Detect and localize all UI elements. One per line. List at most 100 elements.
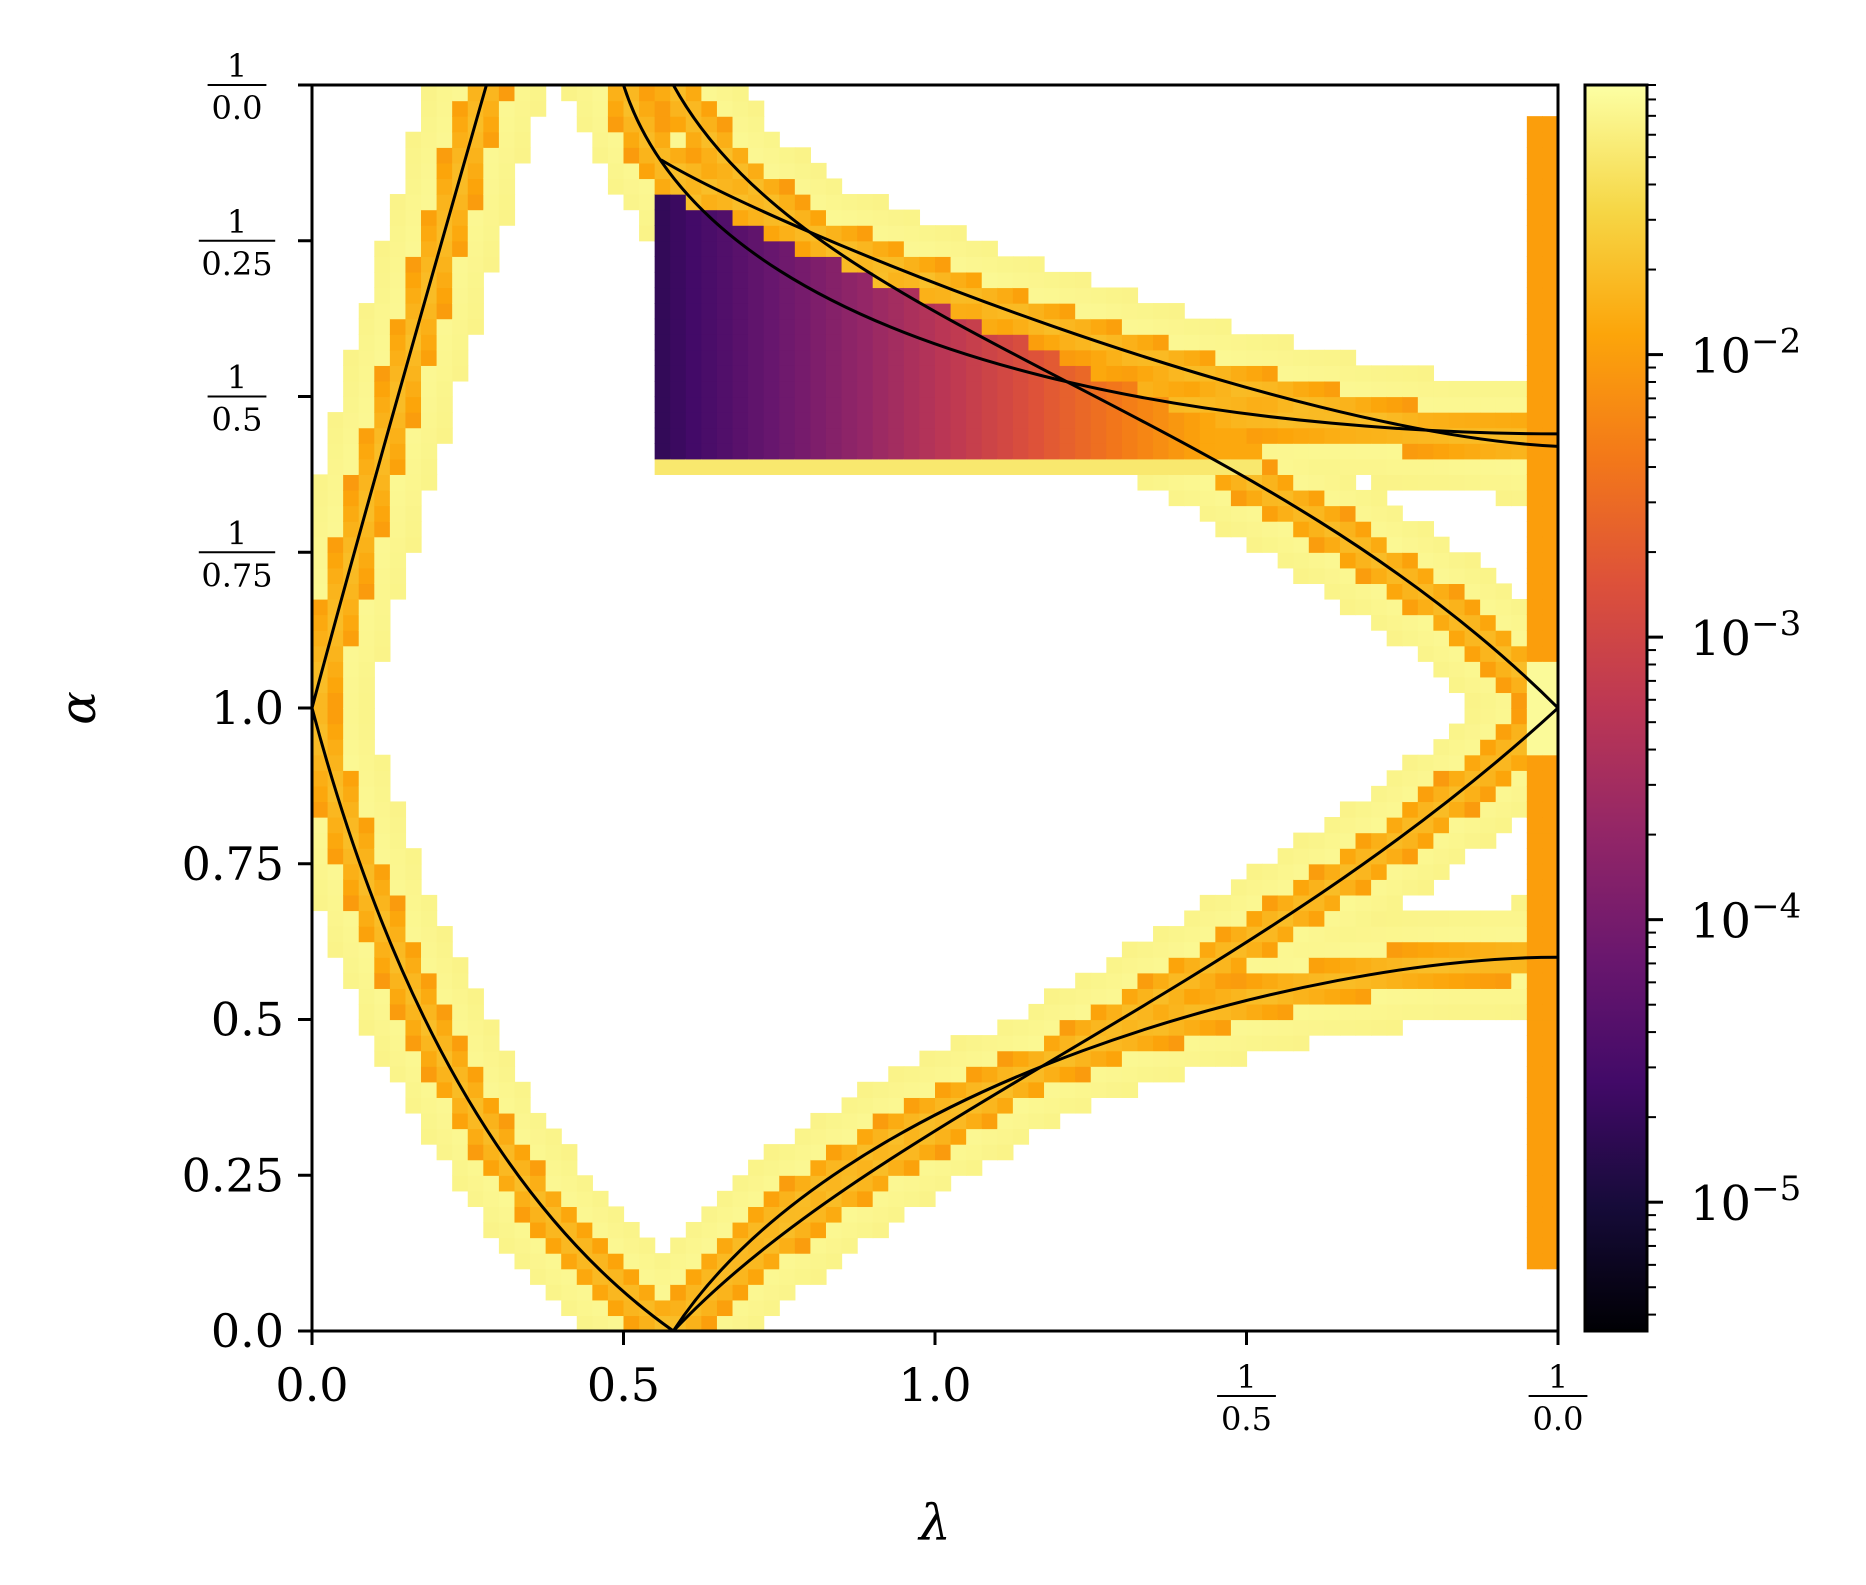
heatmap-cell (716, 287, 734, 304)
heatmap-cell (1448, 412, 1466, 429)
heatmap-cell (1355, 879, 1372, 896)
heatmap-cell (841, 1206, 858, 1223)
heatmap-cell (436, 1003, 453, 1021)
heatmap-cell (888, 334, 905, 351)
heatmap-cell (1402, 552, 1419, 569)
heatmap-cell (888, 1097, 905, 1114)
heatmap-cell (670, 116, 687, 133)
heatmap-cell (685, 240, 702, 257)
heatmap-cell (436, 1112, 453, 1130)
heatmap-cell (1308, 879, 1325, 896)
heatmap-cell (716, 458, 734, 475)
heatmap-cell (405, 863, 422, 880)
heatmap-cell (857, 458, 874, 475)
heatmap-cell (1324, 848, 1341, 865)
heatmap-cell (1542, 676, 1558, 694)
heatmap-cell (607, 1299, 625, 1317)
heatmap-cell (654, 1299, 671, 1317)
heatmap-cell (1417, 567, 1435, 585)
heatmap-cell (327, 941, 344, 958)
heatmap-cell (1371, 832, 1388, 849)
heatmap-cell (888, 396, 905, 413)
heatmap-cell (1339, 365, 1357, 382)
heatmap-cell (530, 100, 547, 117)
heatmap-cell (732, 178, 749, 195)
colorbar-tick-label: 10−4 (1690, 887, 1801, 950)
heatmap-cell (1542, 630, 1558, 647)
heatmap-cell (1542, 739, 1558, 756)
heatmap-cell (1542, 178, 1558, 195)
heatmap-cell (1542, 817, 1558, 834)
curve-lower-right-b (672, 955, 1558, 1331)
heatmap-cell (1542, 645, 1558, 662)
heatmap-cell (935, 458, 952, 475)
heatmap-cell (592, 100, 609, 117)
heatmap-cell (1355, 365, 1372, 382)
heatmap-cell (670, 225, 687, 242)
heatmap-cell (1324, 817, 1341, 834)
heatmap-cell (1402, 817, 1419, 834)
heatmap-cell (389, 225, 407, 242)
heatmap-cell (732, 396, 749, 413)
heatmap-cell (919, 396, 936, 413)
heatmap-cell (857, 380, 874, 398)
heatmap-cell (607, 116, 625, 133)
heatmap-cell (1448, 941, 1466, 958)
heatmap-cell (1044, 334, 1061, 351)
heatmap-cell (1386, 380, 1403, 398)
heatmap-cell (1355, 505, 1372, 522)
heatmap-cell (794, 240, 812, 257)
heatmap-cell (374, 240, 391, 257)
heatmap-cell (1526, 1035, 1544, 1052)
heatmap-cell (1121, 1050, 1139, 1067)
heatmap-cell (530, 1159, 547, 1176)
heatmap-cell (1339, 598, 1357, 616)
heatmap-cell (1402, 863, 1419, 880)
heatmap-cell (1090, 1066, 1107, 1083)
heatmap-cell (343, 645, 360, 662)
heatmap-cell (748, 287, 765, 304)
heatmap-cell (312, 583, 329, 600)
heatmap-cell (1293, 910, 1310, 927)
heatmap-cell (966, 1144, 983, 1161)
heatmap-cell (748, 334, 765, 351)
heatmap-cell (1386, 443, 1403, 460)
heatmap-cell (701, 1221, 718, 1239)
heatmap-cell (888, 1066, 905, 1083)
heatmap-cell (1230, 894, 1248, 912)
heatmap-cell (654, 396, 671, 413)
heatmap-cell (327, 817, 344, 834)
heatmap-cell (1402, 427, 1419, 444)
heatmap-cell (1293, 1003, 1310, 1021)
heatmap-cell (1293, 489, 1310, 507)
heatmap-cell (389, 474, 407, 491)
heatmap-cell (1106, 318, 1123, 335)
heatmap-cell (857, 271, 874, 289)
heatmap-cell (1417, 1003, 1435, 1021)
heatmap-cell (1044, 303, 1061, 320)
heatmap-cell (1464, 676, 1481, 694)
heatmap-cell (1184, 474, 1201, 491)
heatmap-cell (1090, 458, 1107, 475)
heatmap-cell (1339, 380, 1357, 398)
heatmap-cell (810, 303, 827, 320)
heatmap-cell (374, 474, 391, 491)
heatmap-cell (421, 225, 438, 242)
heatmap-cell (748, 162, 765, 180)
heatmap-cell (1293, 972, 1310, 989)
heatmap-cell (1386, 583, 1403, 600)
heatmap-cell (670, 303, 687, 320)
heatmap-cell (1246, 1035, 1263, 1052)
heatmap-cell (654, 458, 671, 475)
heatmap-cell (1153, 443, 1170, 460)
heatmap-cell (1059, 1019, 1076, 1036)
heatmap-cell (810, 1221, 827, 1239)
heatmap-cell (1526, 194, 1544, 211)
heatmap-cell (389, 287, 407, 304)
heatmap-cell (748, 1175, 765, 1192)
heatmap-cell (358, 770, 375, 787)
heatmap-cell (498, 1128, 516, 1145)
heatmap-cell (1121, 941, 1139, 958)
heatmap-cell (1355, 941, 1372, 958)
heatmap-cell (1028, 1050, 1045, 1067)
